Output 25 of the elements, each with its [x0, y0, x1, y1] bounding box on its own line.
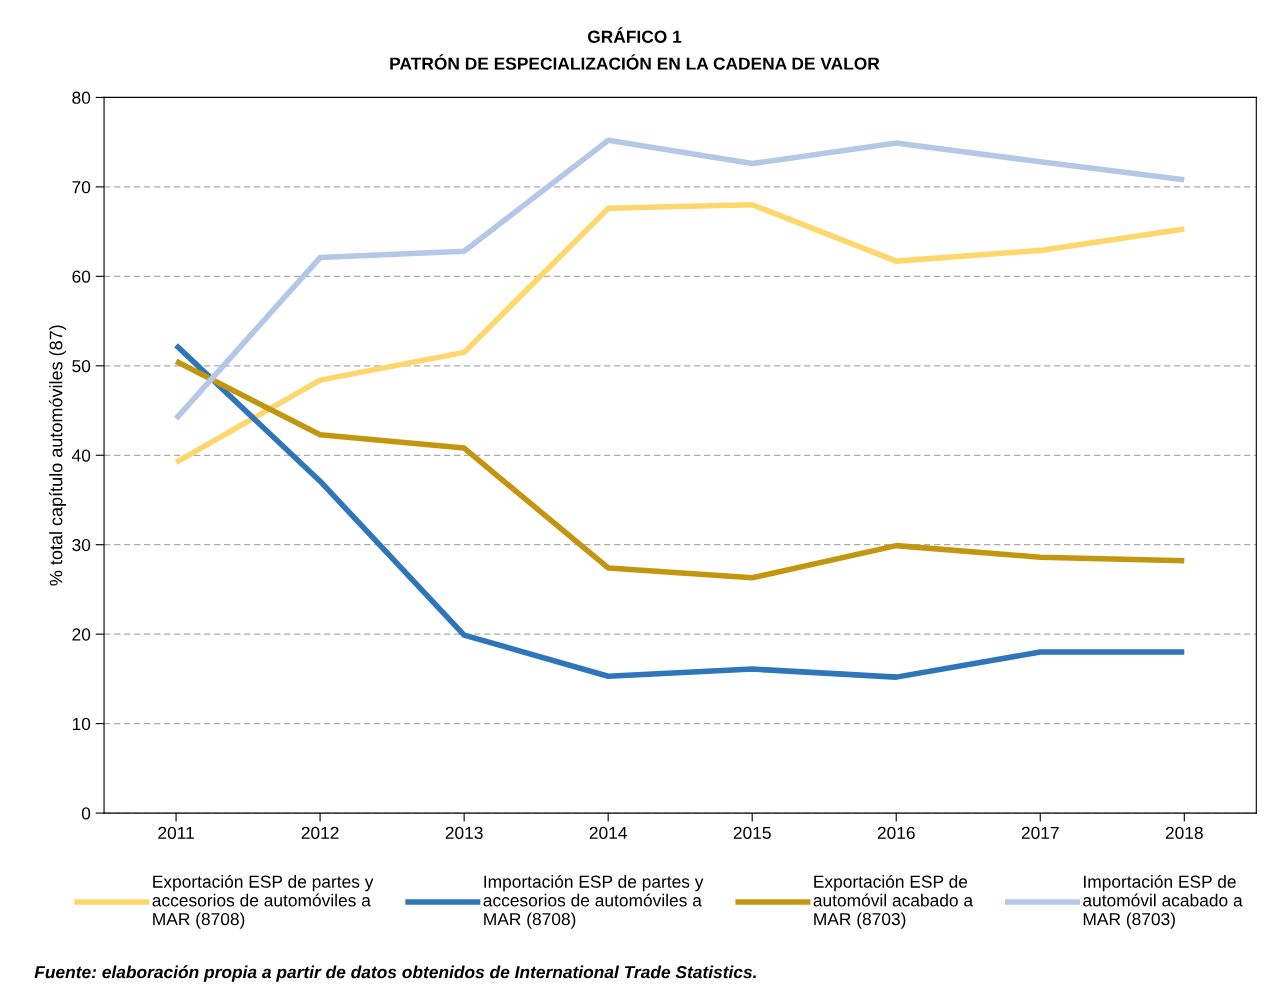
y-tick-label: 0	[81, 807, 91, 820]
chart-title: GRÁFICO 1	[587, 27, 682, 43]
legend-label: Importación ESP de partes y accesorios de automóviles a MAR (8708)	[483, 874, 704, 929]
x-tick-label: 2018	[1165, 826, 1203, 840]
y-tick-label: 30	[72, 538, 91, 552]
x-tick-label: 2017	[1021, 826, 1059, 840]
y-tick-label: 50	[72, 359, 91, 373]
chart-subtitle: PATRÓN DE ESPECIALIZACIÓN EN LA CADENA DE VALOR	[390, 54, 880, 70]
x-tick-label: 2015	[733, 826, 771, 840]
x-tick-label: 2016	[877, 826, 915, 840]
y-tick-label: 40	[71, 449, 91, 462]
x-tick-label: 2013	[445, 826, 483, 840]
x-tick-label: 2012	[301, 826, 339, 840]
y-tick-label: 60	[72, 270, 91, 283]
legend-label: Importación ESP de automóvil acabado a MAR (8703)	[1083, 874, 1243, 929]
x-tick-label: 2011	[158, 826, 194, 840]
y-tick-label: 20	[72, 628, 91, 641]
x-tick-label: 2014	[589, 826, 627, 840]
legend-label: Exportación ESP de automóvil acabado a MAR (8703)	[813, 874, 974, 929]
y-tick-label: 70	[72, 181, 91, 194]
y-tick-label: 10	[72, 717, 91, 731]
y-axis-title: % total capítulo automóviles (87)	[48, 325, 66, 586]
y-tick-label: 80	[72, 91, 91, 104]
source-note: Fuente: elaboración propia a partir de datos obtenidos de International Trade Statistics.	[34, 965, 756, 982]
legend-label: Exportación ESP de partes y accesorios de automóviles a MAR (8708)	[152, 874, 374, 929]
